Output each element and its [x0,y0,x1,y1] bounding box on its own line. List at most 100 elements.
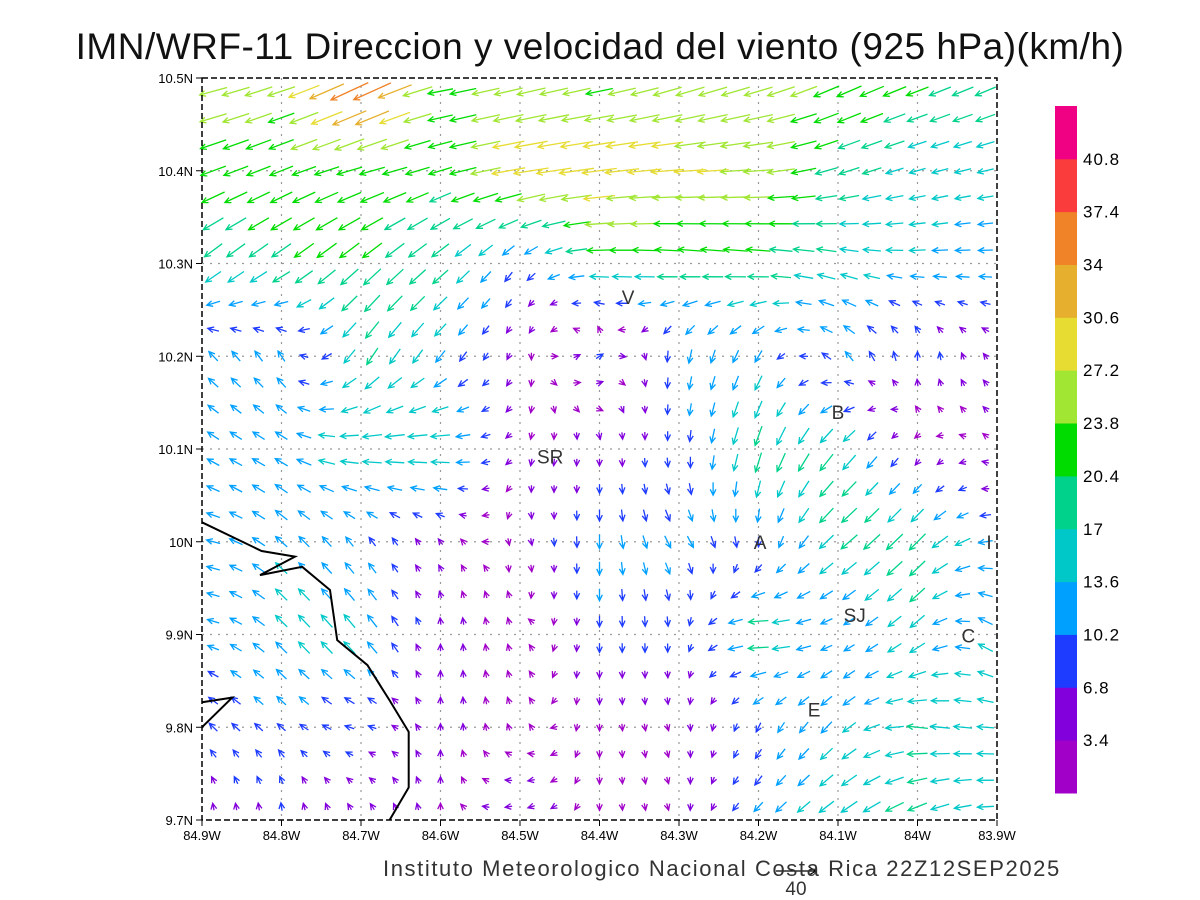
wind-arrow [390,724,399,732]
wind-arrow [726,300,744,308]
wind-arrow [697,86,728,98]
wind-arrow [550,485,558,494]
wind-arrow [813,139,839,150]
wind-arrow [573,432,581,441]
wind-arrow [819,644,833,652]
wind-arrow [227,300,243,307]
wind-arrow [842,406,855,413]
wind-arrow [868,350,876,362]
wind-arrow [407,243,428,258]
wind-arrow [561,87,591,97]
wind-arrow [933,510,947,521]
wind-arrow [953,168,972,175]
wind-arrow [913,431,922,439]
wind-arrow [550,432,558,441]
wind-arrow [550,405,557,415]
wind-arrow [887,508,902,523]
wind-arrow [437,695,444,705]
wind-arrow [775,774,787,787]
colorbar-swatch [1055,317,1077,371]
wind-arrow [929,140,950,149]
wind-arrow [733,723,740,733]
wind-arrow [229,669,242,679]
wind-arrow [681,300,698,308]
wind-arrow [709,535,717,549]
wind-arrow [773,671,789,679]
wind-arrow [958,433,967,440]
wind-arrow [595,380,605,387]
wind-arrow [687,562,694,575]
wind-arrow [906,777,928,785]
wind-arrow [884,246,904,254]
wind-arrow [437,642,444,652]
wind-arrow [906,113,928,123]
wind-arrow [906,750,928,758]
wind-arrow [205,300,221,307]
wind-arrow [505,379,513,387]
wind-arrow [460,748,468,758]
wind-arrow [207,350,219,362]
wind-arrow [437,801,444,811]
wind-arrow [615,299,628,307]
wind-arrow [886,560,903,577]
wind-arrow [618,562,626,576]
wind-arrow [381,166,408,176]
x-tick-label: 84.1W [819,828,857,843]
colorbar-swatch [1055,106,1077,160]
wind-arrow [686,483,694,496]
wind-arrow [976,220,994,228]
wind-arrow [504,538,512,547]
wind-arrow [746,644,769,652]
wind-arrow [618,776,626,786]
wind-arrow [952,777,972,784]
x-tick-label: 84.7W [342,828,380,843]
wind-arrow [861,194,882,202]
wind-arrow [377,84,412,99]
wind-arrow [482,749,490,758]
wind-arrow [480,405,490,413]
wind-arrow [481,325,490,335]
wind-arrow [429,432,451,440]
wind-arrow [820,721,833,734]
wind-arrow [455,270,470,284]
wind-arrow [953,220,971,228]
wind-arrow [364,321,380,340]
wind-arrow [678,273,701,281]
wind-arrow [322,750,331,758]
wind-arrow [777,508,785,524]
wind-arrow [527,564,535,574]
wind-arrow [732,536,740,549]
wind-arrow [733,749,740,759]
wind-arrow [455,458,470,466]
wind-arrow [275,695,287,706]
wind-arrow [931,617,948,626]
wind-arrow [253,377,264,388]
wind-arrow [459,642,467,652]
wind-arrow [294,270,314,284]
wind-arrow [820,695,833,707]
wind-arrow [959,405,967,414]
wind-arrow [891,350,899,362]
wind-arrow [840,800,858,814]
wind-arrow [977,564,993,572]
wind-arrow [481,511,490,519]
wind-arrow [513,140,548,150]
wind-arrow [550,696,558,705]
wind-arrow [886,588,903,602]
wind-arrow [664,377,672,390]
wind-arrow [842,617,856,626]
wind-arrow [731,697,740,705]
wind-arrow [268,165,294,177]
wind-arrow [929,723,950,731]
wind-arrow [585,247,612,254]
wind-arrow [505,405,513,414]
wind-arrow [707,644,718,652]
wind-arrow [861,246,881,254]
wind-arrow [459,803,468,811]
wind-arrow [928,86,952,97]
wind-arrow [434,350,446,364]
wind-arrow [409,295,426,312]
wind-arrow [229,404,242,414]
wind-arrow [889,405,899,413]
wind-arrow [458,512,467,520]
